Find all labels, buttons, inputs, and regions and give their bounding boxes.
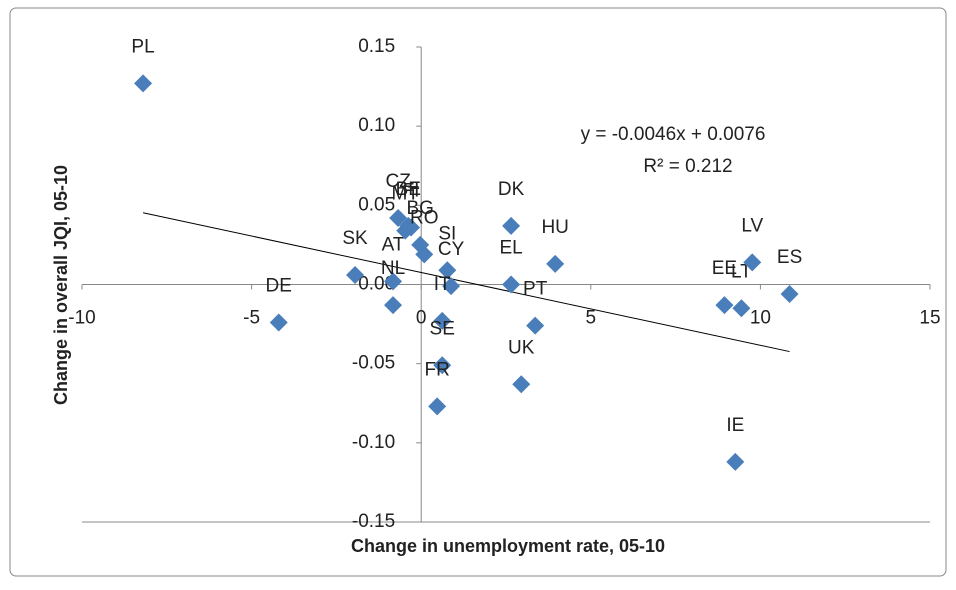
point (726, 452, 745, 471)
x-tick-label: 0 (416, 308, 427, 329)
point (502, 216, 521, 235)
y-tick-label: 0.15 (358, 36, 395, 57)
point-label: ES (777, 247, 802, 268)
x-axis-title: Change in unemployment rate, 05-10 (351, 536, 665, 556)
y-tick-label: 0.10 (358, 115, 395, 136)
trend-equation: y = -0.0046x + 0.0076 (581, 124, 766, 145)
point-label: BG (406, 198, 433, 219)
point (732, 299, 751, 318)
point (743, 253, 762, 272)
point (134, 74, 153, 93)
point-label: DK (498, 179, 525, 200)
point (389, 209, 408, 227)
y-tick-label: -0.15 (352, 511, 395, 532)
point (512, 375, 531, 394)
point (526, 316, 545, 335)
y-tick-label: -0.05 (352, 353, 395, 374)
point-label: SI (438, 223, 456, 244)
point (269, 313, 288, 332)
y-tick-label: 0.00 (358, 274, 395, 295)
point (433, 356, 452, 375)
point-label: LV (741, 215, 763, 236)
point-label: LT (731, 261, 752, 282)
chart-frame (9, 7, 947, 577)
trend-r2: R² = 0.212 (643, 156, 732, 177)
x-tick-label: -10 (68, 308, 95, 329)
x-tick-label: 15 (919, 308, 940, 329)
point (442, 277, 461, 296)
point-label: CY (438, 239, 465, 260)
point-label: PL (131, 36, 154, 57)
point (546, 254, 565, 273)
point (438, 261, 457, 280)
point-label: UK (508, 337, 535, 358)
y-tick-label: -0.10 (352, 432, 395, 453)
point (402, 218, 421, 237)
point (384, 272, 403, 291)
point-label: BE (396, 179, 421, 200)
point (346, 266, 365, 284)
x-tick-label: 10 (750, 308, 771, 329)
point-label: EL (499, 238, 522, 259)
y-tick-label: 0.05 (358, 194, 395, 215)
x-tick-label: 5 (586, 308, 597, 329)
point-label: NL (381, 258, 405, 279)
point-label: HU (541, 217, 568, 238)
point-label: AT (382, 234, 405, 255)
point-label: EE (712, 258, 737, 279)
x-tick-label: -5 (243, 308, 260, 329)
y-axis-title: Change in overall JQI, 05-10 (51, 165, 71, 405)
point-label: SE (430, 318, 455, 339)
point-label: CZ (385, 171, 411, 192)
point (715, 296, 734, 315)
point (780, 285, 799, 303)
point-label: PT (523, 279, 548, 300)
point-label: FR (424, 359, 449, 380)
point-label: DE (266, 276, 292, 297)
point (384, 296, 403, 315)
point (428, 397, 447, 416)
point (433, 311, 452, 330)
point (415, 245, 434, 264)
point-label: SK (342, 228, 368, 249)
point-label: MT (392, 184, 420, 205)
point (502, 275, 521, 294)
point-label: RO (410, 207, 439, 228)
point-label: IE (726, 415, 744, 436)
point-label: FI (403, 181, 420, 202)
point-label: IT (434, 274, 451, 295)
trendline (142, 212, 790, 353)
